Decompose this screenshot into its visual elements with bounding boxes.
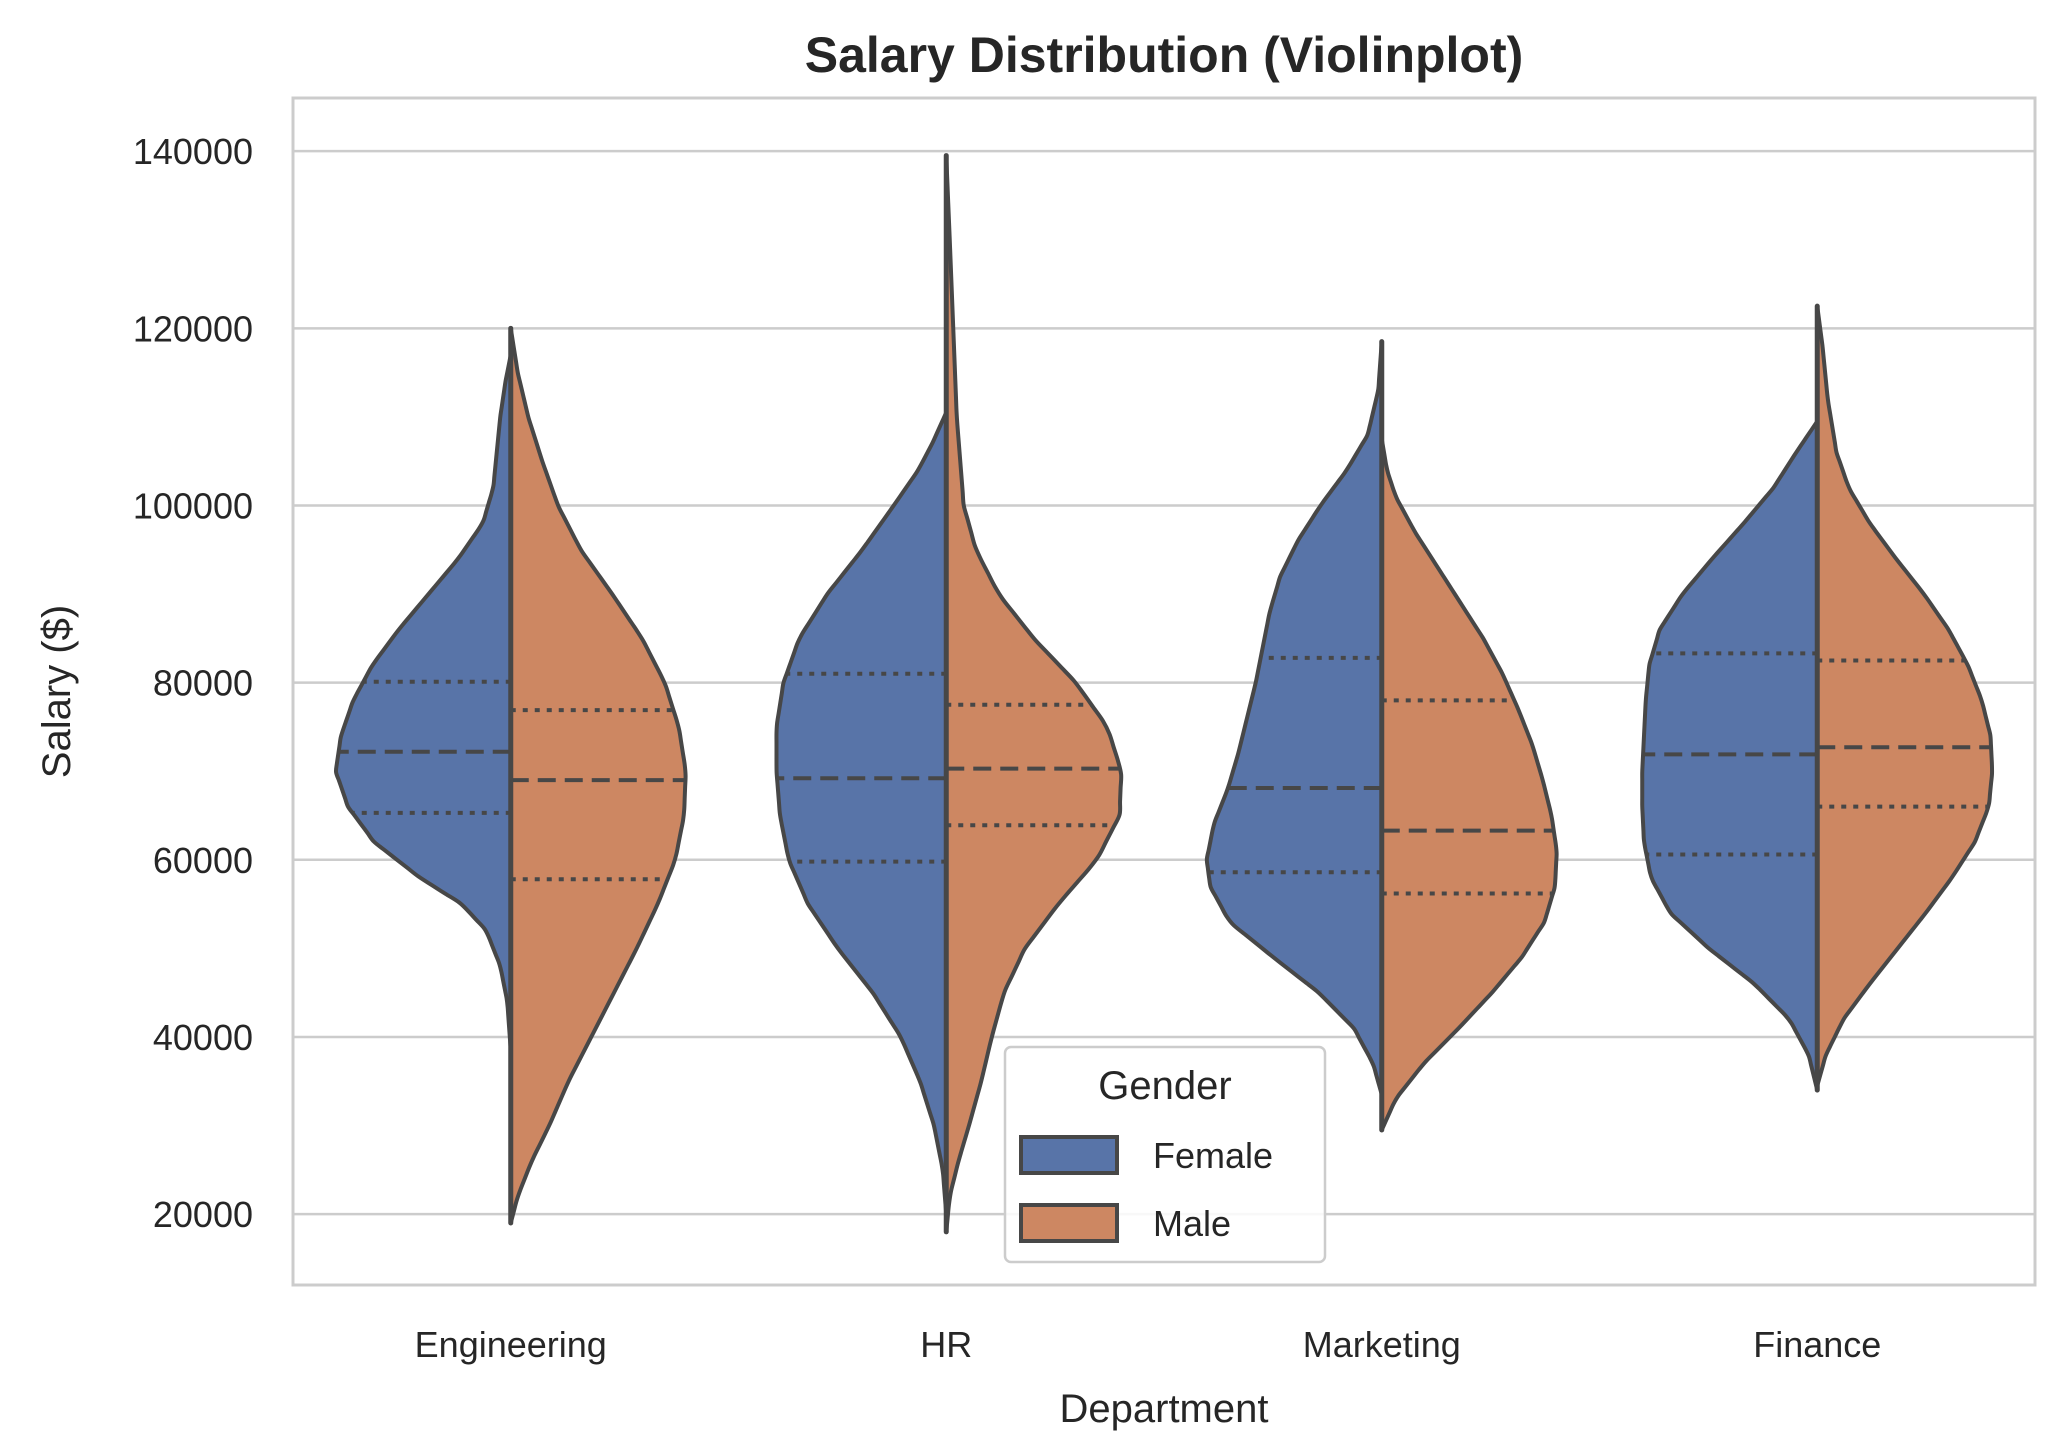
legend-label-female: Female (1153, 1135, 1273, 1176)
tick-labels: 20000 40000 60000 80000 100000 120000 140000 En… (133, 131, 1881, 1365)
violin-finance-male (1815, 304, 1995, 1088)
violin-engineering-male (508, 326, 688, 1225)
y-tick-label-40000: 40000 (153, 1017, 253, 1058)
y-tick-label-60000: 60000 (153, 840, 253, 881)
y-tick-label-20000: 20000 (153, 1194, 253, 1235)
x-tick-label-hr: HR (920, 1324, 972, 1365)
violin-hr-male (944, 153, 1124, 1234)
y-tick-label-120000: 120000 (133, 308, 253, 349)
legend: Gender Female Male (1003, 1045, 1327, 1264)
y-tick-label-80000: 80000 (153, 663, 253, 704)
violin-marketing-female (1204, 339, 1384, 1097)
legend-title: Gender (1098, 1064, 1231, 1108)
violin-hr-female (774, 410, 949, 1217)
x-tick-label-marketing: Marketing (1303, 1324, 1461, 1365)
plot-frame (291, 96, 2037, 1287)
legend-swatch-male (1019, 1203, 1119, 1243)
y-axis-label: Salary ($) (35, 605, 79, 778)
violin-marketing-male (1379, 437, 1559, 1132)
violins (333, 153, 1995, 1235)
violin-engineering-female (333, 352, 513, 1053)
legend-swatch-female (1019, 1135, 1119, 1175)
chart-title: Salary Distribution (Violinplot) (805, 27, 1524, 83)
x-tick-label-engineering: Engineering (415, 1324, 607, 1365)
legend-label-male: Male (1153, 1203, 1231, 1244)
y-tick-label-140000: 140000 (133, 131, 253, 172)
y-tick-label-100000: 100000 (133, 485, 253, 526)
x-tick-label-finance: Finance (1753, 1324, 1881, 1365)
x-axis-label: Department (1060, 1387, 1269, 1431)
